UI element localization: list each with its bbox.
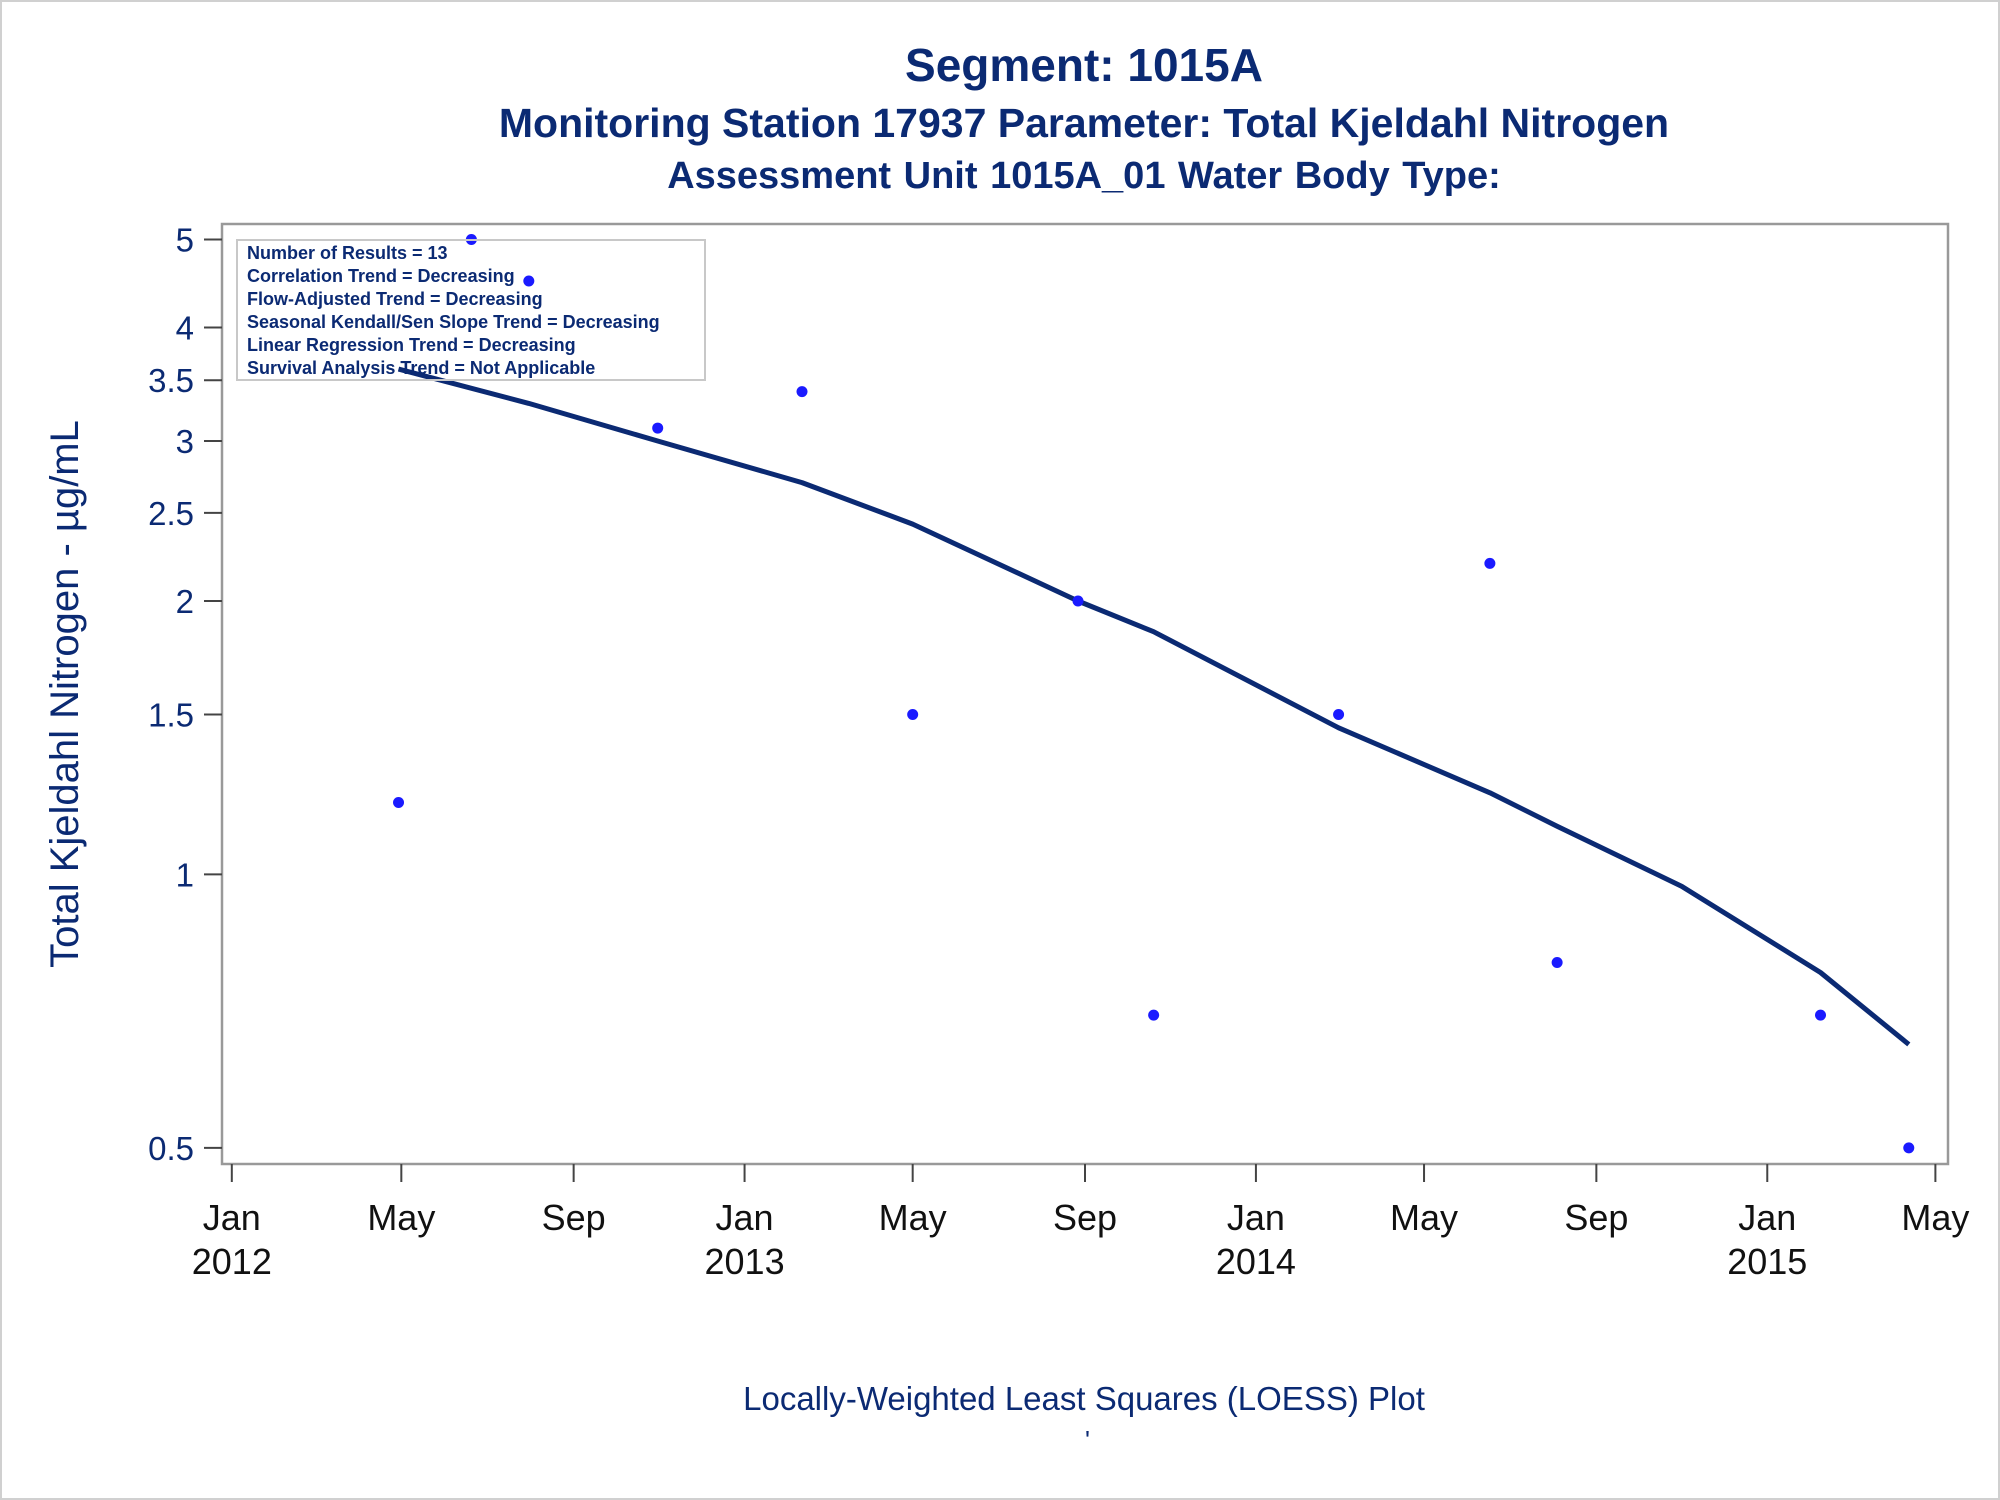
y-tick-label: 1 (176, 856, 194, 893)
trend-inset-line: Flow-Adjusted Trend = Decreasing (247, 289, 543, 309)
x-tick-year: 2013 (705, 1241, 785, 1282)
y-tick-label: 4 (176, 310, 194, 347)
footnote-mark: ' (1085, 1425, 1090, 1455)
x-tick-label: May (1390, 1197, 1458, 1238)
trend-inset-line: Seasonal Kendall/Sen Slope Trend = Decre… (247, 312, 660, 332)
x-tick-label: Sep (1564, 1197, 1628, 1238)
data-point (1333, 708, 1345, 720)
x-tick-label: May (367, 1197, 435, 1238)
y-tick-label: 1.5 (148, 696, 194, 733)
y-axis-label: Total Kjeldahl Nitrogen - µg/mL (43, 420, 87, 968)
x-tick-label: May (879, 1197, 947, 1238)
data-point (393, 797, 405, 809)
x-tick-year: 2014 (1216, 1241, 1296, 1282)
x-tick-label: Sep (542, 1197, 606, 1238)
y-tick-label: 2.5 (148, 495, 194, 532)
data-point (1903, 1142, 1915, 1154)
data-point (1551, 956, 1563, 968)
data-point (907, 708, 919, 720)
x-tick-year: 2012 (192, 1241, 272, 1282)
data-point (1072, 595, 1084, 607)
y-tick-label: 3.5 (148, 362, 194, 399)
chart-title: Segment: 1015A (905, 39, 1263, 91)
x-tick-label: Jan (716, 1197, 774, 1238)
y-tick-label: 3 (176, 423, 194, 460)
data-point (1815, 1009, 1827, 1021)
y-tick-label: 2 (176, 583, 194, 620)
y-tick-label: 0.5 (148, 1130, 194, 1167)
chart-subtitle-2: Assessment Unit 1015A_01 Water Body Type… (667, 155, 1501, 197)
trend-inset-box (236, 239, 706, 381)
y-tick-label: 5 (176, 221, 194, 258)
x-tick-label: Sep (1053, 1197, 1117, 1238)
x-tick-label: May (1901, 1197, 1969, 1238)
trend-inset-line: Survival Analysis Trend = Not Applicable (247, 358, 595, 378)
x-tick-label: Jan (1738, 1197, 1796, 1238)
data-point (652, 422, 664, 434)
trend-inset-line: Linear Regression Trend = Decreasing (247, 335, 576, 355)
data-point (1148, 1009, 1160, 1021)
x-tick-label: Jan (1227, 1197, 1285, 1238)
trend-inset-line: Correlation Trend = Decreasing (247, 266, 515, 286)
chart-subtitle: Monitoring Station 17937 Parameter: Tota… (498, 100, 1670, 146)
data-point (1484, 557, 1496, 569)
data-point (796, 386, 808, 398)
x-tick-year: 2015 (1727, 1241, 1807, 1282)
data-point (523, 275, 535, 287)
chart-footnote: Locally-Weighted Least Squares (LOESS) P… (743, 1380, 1425, 1417)
loess-line (397, 366, 1911, 1047)
trend-inset-line: Number of Results = 13 (247, 243, 448, 263)
x-tick-label: Jan (203, 1197, 261, 1238)
